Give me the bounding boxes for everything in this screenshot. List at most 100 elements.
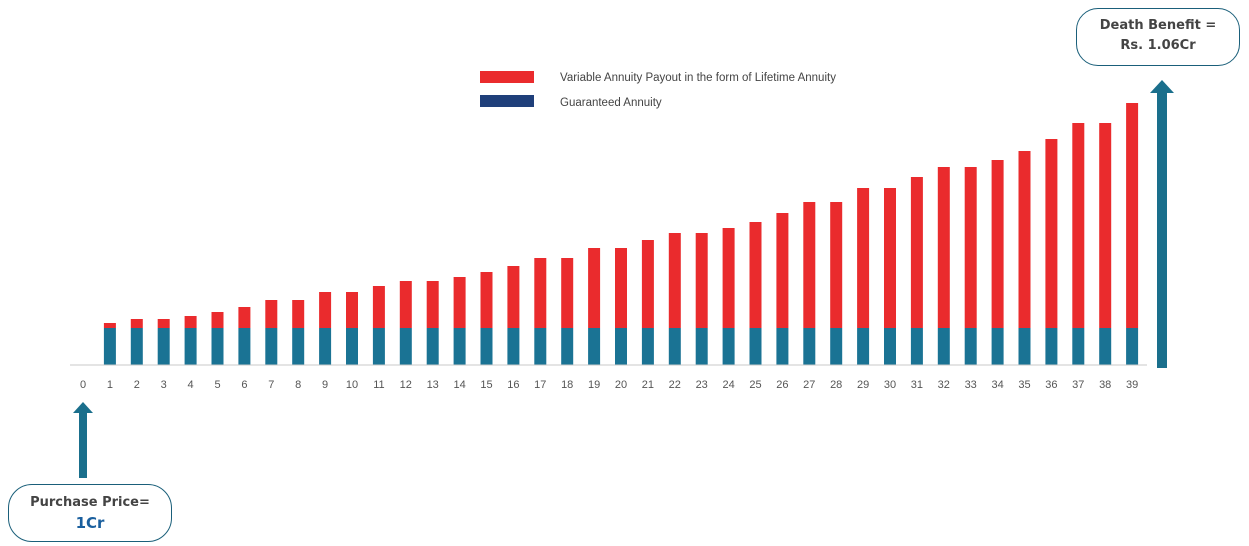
bar-variable-33 <box>964 167 977 328</box>
bar-guaranteed-39 <box>1126 328 1139 365</box>
x-tick-label-20: 20 <box>615 379 627 391</box>
x-tick-label-28: 28 <box>830 379 842 391</box>
bar-guaranteed-33 <box>964 328 977 365</box>
bar-guaranteed-17 <box>534 328 547 365</box>
legend-label-guaranteed: Guaranteed Annuity <box>560 97 662 109</box>
bar-guaranteed-27 <box>803 328 816 365</box>
bar-guaranteed-19 <box>588 328 601 365</box>
death-benefit-arrow <box>1150 80 1174 368</box>
death-benefit-value: Rs. 1.06Cr <box>1120 38 1196 53</box>
bar-variable-38 <box>1099 123 1112 328</box>
death-benefit-label: Death Benefit = <box>1099 18 1217 33</box>
x-tick-label-15: 15 <box>480 379 492 391</box>
bar-guaranteed-29 <box>857 328 870 365</box>
x-tick-label-39: 39 <box>1126 379 1138 391</box>
bar-guaranteed-34 <box>991 328 1004 365</box>
legend-swatch-variable <box>480 71 534 83</box>
x-tick-label-36: 36 <box>1045 379 1057 391</box>
bar-guaranteed-26 <box>776 328 789 365</box>
x-tick-label-25: 25 <box>749 379 761 391</box>
bar-variable-19 <box>588 248 601 328</box>
x-tick-label-23: 23 <box>696 379 708 391</box>
bar-guaranteed-7 <box>265 328 278 365</box>
x-tick-label-16: 16 <box>507 379 519 391</box>
x-tick-label-26: 26 <box>776 379 788 391</box>
bar-variable-29 <box>857 188 870 328</box>
bar-variable-3 <box>157 319 170 328</box>
x-tick-label-34: 34 <box>991 379 1003 391</box>
bar-variable-11 <box>372 286 385 328</box>
bar-guaranteed-31 <box>910 328 923 365</box>
bar-variable-30 <box>884 188 896 328</box>
legend-label-variable: Variable Annuity Payout in the form of L… <box>560 72 836 84</box>
bar-variable-6 <box>238 307 251 328</box>
death-benefit-callout: Death Benefit = Rs. 1.06Cr <box>1076 8 1240 66</box>
bar-variable-31 <box>910 177 923 328</box>
bar-guaranteed-15 <box>480 328 493 365</box>
bar-variable-4 <box>184 316 197 328</box>
bar-variable-13 <box>426 281 439 328</box>
x-tick-label-9: 9 <box>322 379 328 391</box>
bar-guaranteed-13 <box>426 328 439 365</box>
purchase-price-arrow <box>73 402 93 478</box>
x-tick-label-27: 27 <box>803 379 815 391</box>
x-tick-label-38: 38 <box>1099 379 1111 391</box>
bar-variable-39 <box>1126 103 1139 328</box>
x-tick-label-6: 6 <box>241 379 247 391</box>
bar-guaranteed-32 <box>937 328 950 365</box>
x-tick-label-31: 31 <box>911 379 923 391</box>
bar-guaranteed-35 <box>1018 328 1031 365</box>
x-tick-label-32: 32 <box>938 379 950 391</box>
bar-variable-26 <box>776 213 789 328</box>
bar-variable-7 <box>265 300 278 328</box>
bar-guaranteed-4 <box>184 328 197 365</box>
bar-variable-24 <box>722 228 735 328</box>
x-tick-label-29: 29 <box>857 379 869 391</box>
bar-variable-25 <box>749 222 762 328</box>
bar-guaranteed-1 <box>103 328 116 365</box>
x-tick-label-33: 33 <box>965 379 977 391</box>
bar-variable-9 <box>319 292 332 328</box>
bar-variable-23 <box>695 233 708 328</box>
x-tick-label-3: 3 <box>161 379 167 391</box>
x-tick-label-35: 35 <box>1018 379 1030 391</box>
x-tick-label-8: 8 <box>295 379 301 391</box>
bar-guaranteed-3 <box>157 328 170 365</box>
bar-variable-14 <box>453 277 466 328</box>
bar-guaranteed-8 <box>292 328 305 365</box>
bar-guaranteed-20 <box>615 328 627 365</box>
bar-guaranteed-21 <box>641 328 654 365</box>
x-tick-label-0: 0 <box>80 379 86 391</box>
bar-variable-35 <box>1018 151 1031 328</box>
bar-variable-17 <box>534 258 547 328</box>
bar-guaranteed-23 <box>695 328 708 365</box>
x-tick-label-5: 5 <box>214 379 220 391</box>
bar-variable-15 <box>480 272 493 328</box>
x-tick-label-2: 2 <box>134 379 140 391</box>
bar-guaranteed-2 <box>130 328 143 365</box>
bar-guaranteed-24 <box>722 328 735 365</box>
x-tick-label-7: 7 <box>268 379 274 391</box>
bar-guaranteed-16 <box>507 328 520 365</box>
bar-guaranteed-5 <box>211 328 224 365</box>
legend-swatch-guaranteed <box>480 95 534 107</box>
bar-variable-22 <box>668 233 681 328</box>
bar-variable-32 <box>937 167 950 328</box>
bar-guaranteed-11 <box>372 328 385 365</box>
x-tick-label-21: 21 <box>642 379 654 391</box>
x-tick-label-14: 14 <box>453 379 465 391</box>
x-tick-label-17: 17 <box>534 379 546 391</box>
bar-variable-18 <box>561 258 574 328</box>
x-tick-label-4: 4 <box>188 379 194 391</box>
purchase-price-label: Purchase Price= <box>30 495 150 510</box>
legend: Variable Annuity Payout in the form of L… <box>480 71 836 109</box>
bar-variable-16 <box>507 266 520 328</box>
x-tick-label-30: 30 <box>884 379 896 391</box>
bar-variable-20 <box>615 248 627 328</box>
purchase-price-value: 1Cr <box>75 514 105 532</box>
x-tick-label-12: 12 <box>400 379 412 391</box>
bar-guaranteed-38 <box>1099 328 1112 365</box>
bar-guaranteed-28 <box>830 328 843 365</box>
bar-variable-10 <box>346 292 358 328</box>
